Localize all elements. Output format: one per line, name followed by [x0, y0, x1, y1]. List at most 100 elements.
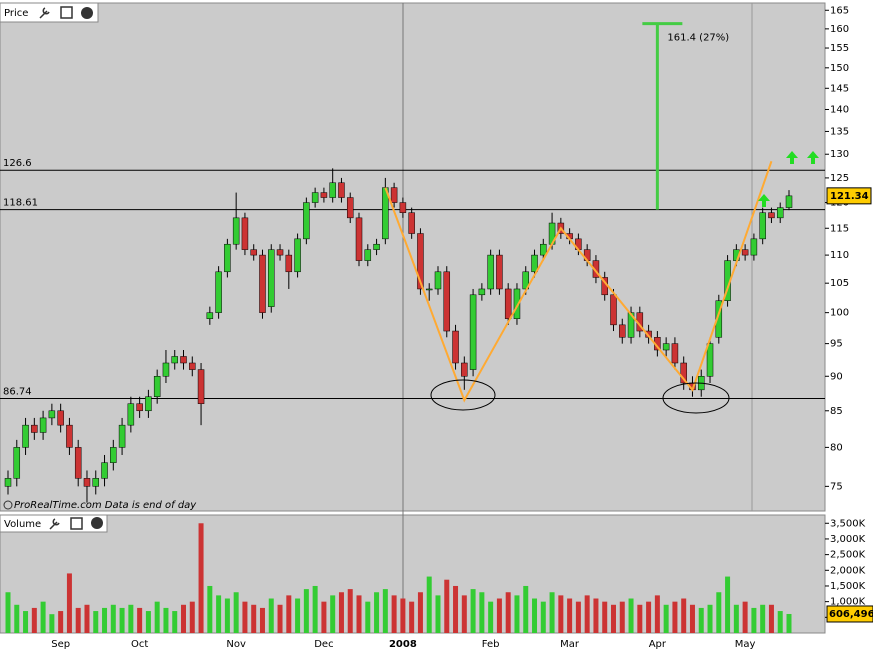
y-tick-label: 110	[830, 250, 849, 261]
candle-body	[31, 424, 38, 433]
volume-bar	[628, 598, 634, 633]
up-arrows	[758, 151, 819, 207]
panel-title: Volume	[4, 519, 41, 530]
volume-bar	[154, 601, 160, 633]
volume-bar	[540, 601, 546, 633]
candle-body	[197, 369, 205, 404]
y-tick-label: 75	[830, 481, 843, 492]
y-tick-label: 165	[830, 5, 849, 16]
candle-body	[355, 217, 363, 261]
volume-bar	[444, 579, 450, 633]
y-tick-label: 1,000K	[830, 597, 866, 608]
volume-bar	[514, 595, 520, 633]
volume-bar	[303, 589, 309, 633]
candle-body	[224, 243, 231, 273]
last-volume-label: 606,496	[829, 609, 873, 620]
candle-body	[320, 192, 328, 198]
volume-bar	[602, 601, 608, 633]
candle-body	[74, 447, 82, 479]
candle-body	[48, 410, 56, 419]
volume-bar	[453, 585, 459, 633]
volume-bar	[49, 614, 55, 633]
volume-bar	[663, 604, 669, 633]
y-tick-label: 2,500K	[830, 550, 866, 561]
candle-body	[294, 238, 301, 273]
candle-body	[443, 271, 451, 332]
y-tick-label: 1,500K	[830, 581, 866, 592]
candle-body	[364, 249, 372, 261]
maximize-icon[interactable]	[60, 6, 73, 19]
x-tick-label: Apr	[649, 639, 667, 650]
volume-bar	[84, 604, 90, 633]
volume-bar	[145, 611, 151, 633]
candle-body	[4, 478, 12, 487]
candle-body	[250, 249, 257, 256]
last-price-label: 121.34	[830, 191, 869, 202]
volume-bar	[119, 607, 125, 633]
candle-body	[619, 324, 626, 338]
panel-title: Price	[4, 8, 28, 19]
y-tick-label: 3,500K	[830, 518, 866, 529]
x-tick-label: Sep	[51, 639, 70, 650]
volume-bar	[593, 598, 599, 633]
volume-bar	[172, 611, 178, 633]
candle-body	[118, 424, 126, 448]
volume-bar	[786, 613, 792, 633]
candle-body	[101, 462, 108, 479]
x-tick-label: 2008	[389, 639, 417, 650]
candle-body	[671, 343, 679, 364]
candle-body	[311, 192, 319, 203]
volume-bar	[575, 601, 581, 633]
volume-bar	[102, 607, 108, 633]
pattern-line	[384, 160, 773, 403]
candle-body	[215, 271, 222, 313]
candle-body	[110, 447, 117, 463]
volume-bar	[470, 589, 476, 633]
volume-bar	[347, 589, 353, 633]
settings-icon[interactable]	[39, 7, 50, 19]
volume-bar	[505, 592, 511, 633]
volume-bar	[128, 604, 134, 633]
last-price-box	[826, 187, 872, 205]
arrow	[758, 194, 770, 207]
candle-body	[741, 249, 749, 256]
volume-bar	[549, 592, 555, 633]
price-panel	[0, 2, 826, 512]
settings-icon[interactable]	[49, 518, 60, 530]
candle-body	[390, 187, 398, 203]
y-tick-label: 105	[830, 278, 849, 289]
last-volume-box	[826, 605, 873, 623]
volume-bar	[742, 601, 748, 633]
volume-bar	[619, 601, 625, 633]
close-icon[interactable]	[91, 517, 103, 529]
candle-body	[22, 424, 29, 448]
volume-bar	[698, 607, 704, 633]
volume-bar	[558, 595, 564, 633]
close-icon[interactable]	[81, 7, 93, 19]
level-label: 86.74	[3, 387, 32, 398]
y-tick-label: 130	[830, 149, 849, 160]
candle-body	[399, 202, 407, 213]
volume-bar	[382, 589, 388, 633]
candle-body	[776, 207, 784, 219]
volume-bar	[137, 607, 143, 633]
y-tick-label: 155	[830, 43, 849, 54]
price-header: Price	[0, 2, 99, 23]
volume-bar	[259, 607, 265, 633]
volume-bar	[400, 598, 406, 633]
volume-bar	[321, 601, 327, 633]
source-note: ProRealTime.com Data is end of day	[14, 500, 197, 511]
candle-body	[136, 403, 143, 412]
y-tick-label: 140	[830, 104, 849, 115]
candle-body	[57, 410, 64, 426]
candle-body	[627, 312, 635, 338]
candle-body	[759, 212, 766, 240]
candle-body	[13, 447, 21, 479]
maximize-icon[interactable]	[70, 517, 83, 530]
level-label: 118.61	[3, 198, 38, 209]
y-tick-label: 3,000K	[830, 534, 866, 545]
volume-bar	[216, 595, 222, 633]
candle-body	[180, 356, 187, 364]
bottom-circle	[430, 379, 496, 411]
volume-bar	[23, 611, 29, 633]
